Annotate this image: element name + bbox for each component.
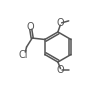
Text: Cl: Cl	[19, 50, 28, 60]
Text: O: O	[56, 19, 64, 28]
Text: O: O	[57, 65, 64, 75]
Text: O: O	[26, 22, 34, 32]
